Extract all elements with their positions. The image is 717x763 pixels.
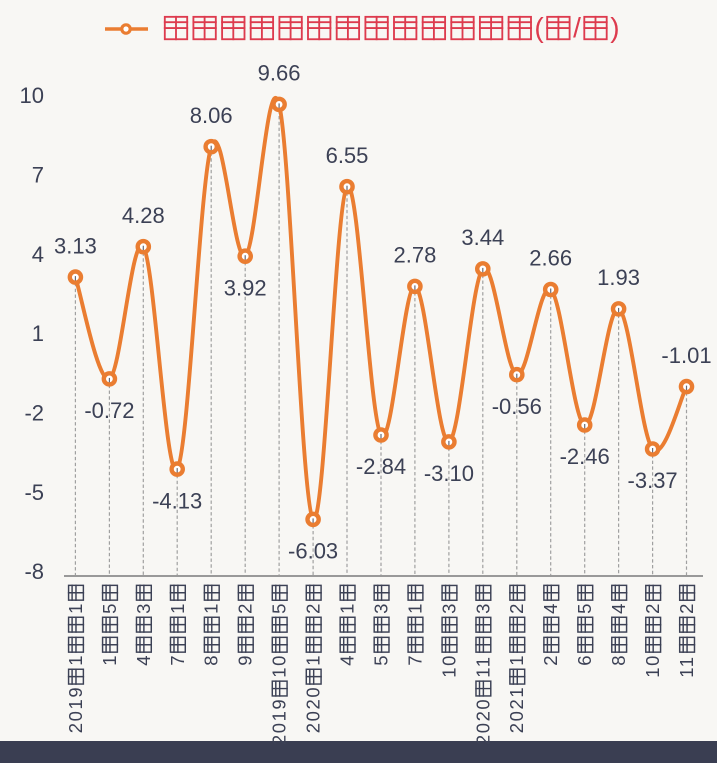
svg-text:11: 11: [676, 655, 697, 677]
svg-text:-6.03: -6.03: [288, 539, 338, 564]
svg-text:4: 4: [540, 602, 561, 614]
svg-text:6.55: 6.55: [326, 143, 369, 168]
svg-text:9.66: 9.66: [258, 61, 301, 86]
svg-text:-1.01: -1.01: [661, 343, 711, 368]
svg-text:1: 1: [201, 602, 222, 614]
svg-text:8: 8: [608, 654, 629, 666]
svg-text:7: 7: [404, 654, 425, 666]
svg-text:3: 3: [438, 602, 459, 614]
svg-text:-8: -8: [24, 559, 44, 584]
svg-text:10: 10: [642, 654, 663, 678]
svg-text:1.93: 1.93: [597, 265, 640, 290]
svg-text:-4.13: -4.13: [152, 488, 202, 513]
svg-text:1: 1: [337, 602, 358, 614]
svg-text:5: 5: [574, 602, 595, 614]
svg-text:-3.10: -3.10: [424, 461, 474, 486]
svg-text:-5: -5: [24, 480, 44, 505]
svg-text:1: 1: [65, 602, 86, 614]
svg-text:4: 4: [32, 242, 44, 267]
svg-text:-2.84: -2.84: [356, 454, 406, 479]
svg-text:4.28: 4.28: [122, 203, 165, 228]
svg-text:8.06: 8.06: [190, 103, 233, 128]
svg-text:2: 2: [235, 602, 256, 614]
svg-text:2.66: 2.66: [529, 246, 572, 271]
svg-text:/: /: [573, 12, 581, 43]
svg-text:2.78: 2.78: [393, 243, 436, 268]
svg-text:7: 7: [32, 162, 44, 187]
svg-text:11: 11: [472, 655, 493, 677]
svg-text:1: 1: [506, 654, 527, 666]
svg-text:2021: 2021: [506, 686, 527, 733]
svg-text:1: 1: [32, 321, 44, 346]
svg-text:4: 4: [608, 602, 629, 614]
svg-text:2: 2: [506, 602, 527, 614]
svg-text:10: 10: [269, 654, 290, 678]
svg-text:2: 2: [540, 654, 561, 666]
svg-text:1: 1: [404, 602, 425, 614]
svg-text:3: 3: [472, 602, 493, 614]
svg-text:3: 3: [371, 602, 392, 614]
svg-text:9: 9: [235, 654, 256, 666]
svg-text:1: 1: [167, 602, 188, 614]
svg-text:1: 1: [99, 654, 120, 666]
svg-text:10: 10: [20, 83, 44, 108]
svg-text:7: 7: [167, 654, 188, 666]
svg-text:): ): [610, 12, 620, 43]
svg-text:5: 5: [269, 602, 290, 614]
svg-text:2020: 2020: [303, 686, 324, 733]
svg-text:1: 1: [303, 654, 324, 666]
svg-text:3.92: 3.92: [224, 275, 267, 300]
svg-text:2019: 2019: [269, 698, 290, 745]
svg-text:3.44: 3.44: [461, 225, 504, 250]
svg-text:5: 5: [99, 602, 120, 614]
svg-text:(: (: [534, 12, 544, 43]
svg-text:3.13: 3.13: [54, 233, 97, 258]
svg-text:-3.37: -3.37: [628, 468, 678, 493]
svg-text:2019: 2019: [65, 686, 86, 733]
svg-text:2: 2: [303, 602, 324, 614]
svg-text:2: 2: [676, 602, 697, 614]
svg-text:3: 3: [133, 602, 154, 614]
svg-text:-0.56: -0.56: [492, 394, 542, 419]
svg-text:2020: 2020: [472, 698, 493, 745]
svg-text:4: 4: [133, 654, 154, 666]
svg-text:6: 6: [574, 654, 595, 666]
svg-text:-2.46: -2.46: [560, 444, 610, 469]
svg-text:8: 8: [201, 654, 222, 666]
svg-text:2: 2: [642, 602, 663, 614]
svg-text:10: 10: [438, 654, 459, 678]
svg-text:-0.72: -0.72: [84, 398, 134, 423]
svg-text:5: 5: [371, 654, 392, 666]
svg-text:4: 4: [337, 654, 358, 666]
svg-text:-2: -2: [24, 401, 44, 426]
svg-text:1: 1: [65, 654, 86, 666]
